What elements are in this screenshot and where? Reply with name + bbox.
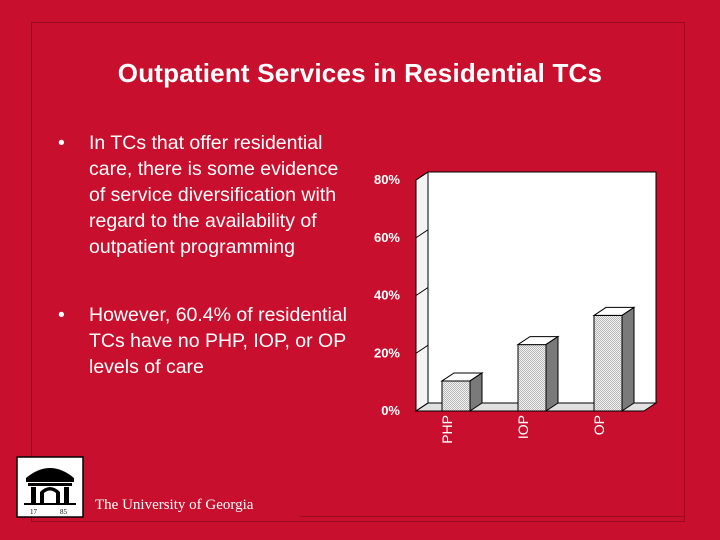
bar-chart: 0% 20% 40% 60% 80% PHP IOP OP 10.4% 23.0% 33.1% [374, 171, 658, 444]
university-arch-logo: 17 85 [16, 456, 84, 518]
bar-op [592, 306, 636, 412]
y-tick-line [415, 229, 429, 239]
bullet-text: In TCs that offer residential care, ther… [89, 132, 339, 258]
bar-side [545, 335, 559, 412]
bar-iop [516, 335, 560, 412]
bullet-marker: • [58, 132, 65, 154]
bullet-text: However, 60.4% of residential TCs have n… [89, 304, 347, 378]
bullet-item: • However, 60.4% of residential TCs have… [58, 302, 358, 380]
bar-side [621, 306, 635, 412]
y-tick-label: 40% [374, 288, 400, 303]
bar-side [469, 372, 483, 412]
bullet-list: • In TCs that offer residential care, th… [58, 130, 358, 380]
bar-front [517, 344, 547, 412]
x-category-label: IOP [515, 415, 531, 439]
x-category-label: OP [591, 415, 607, 435]
y-tick-line [415, 171, 429, 181]
y-tick-line [415, 402, 429, 412]
logo-year-right: 85 [60, 508, 68, 516]
bar-front [441, 380, 471, 412]
footer-divider [300, 516, 684, 517]
bar-front [593, 314, 623, 412]
x-category-label: PHP [439, 415, 455, 444]
bar-php [440, 372, 484, 412]
slide-frame [31, 22, 685, 522]
y-tick-line [415, 287, 429, 296]
slide-title: Outpatient Services in Residential TCs [117, 58, 603, 88]
y-tick-label: 80% [374, 172, 400, 187]
logo-year-left: 17 [30, 508, 38, 516]
bullet-item: • In TCs that offer residential care, th… [58, 130, 358, 260]
data-label: 23.0% [520, 319, 557, 334]
y-tick-line [415, 344, 429, 354]
data-label: 10.4% [444, 355, 481, 370]
y-tick-label: 60% [374, 230, 400, 245]
y-tick-label: 0% [381, 403, 400, 418]
university-name: The University of Georgia [95, 497, 254, 513]
data-label: 33.1% [596, 289, 633, 304]
bullet-marker: • [58, 304, 65, 326]
y-tick-label: 20% [374, 345, 400, 360]
